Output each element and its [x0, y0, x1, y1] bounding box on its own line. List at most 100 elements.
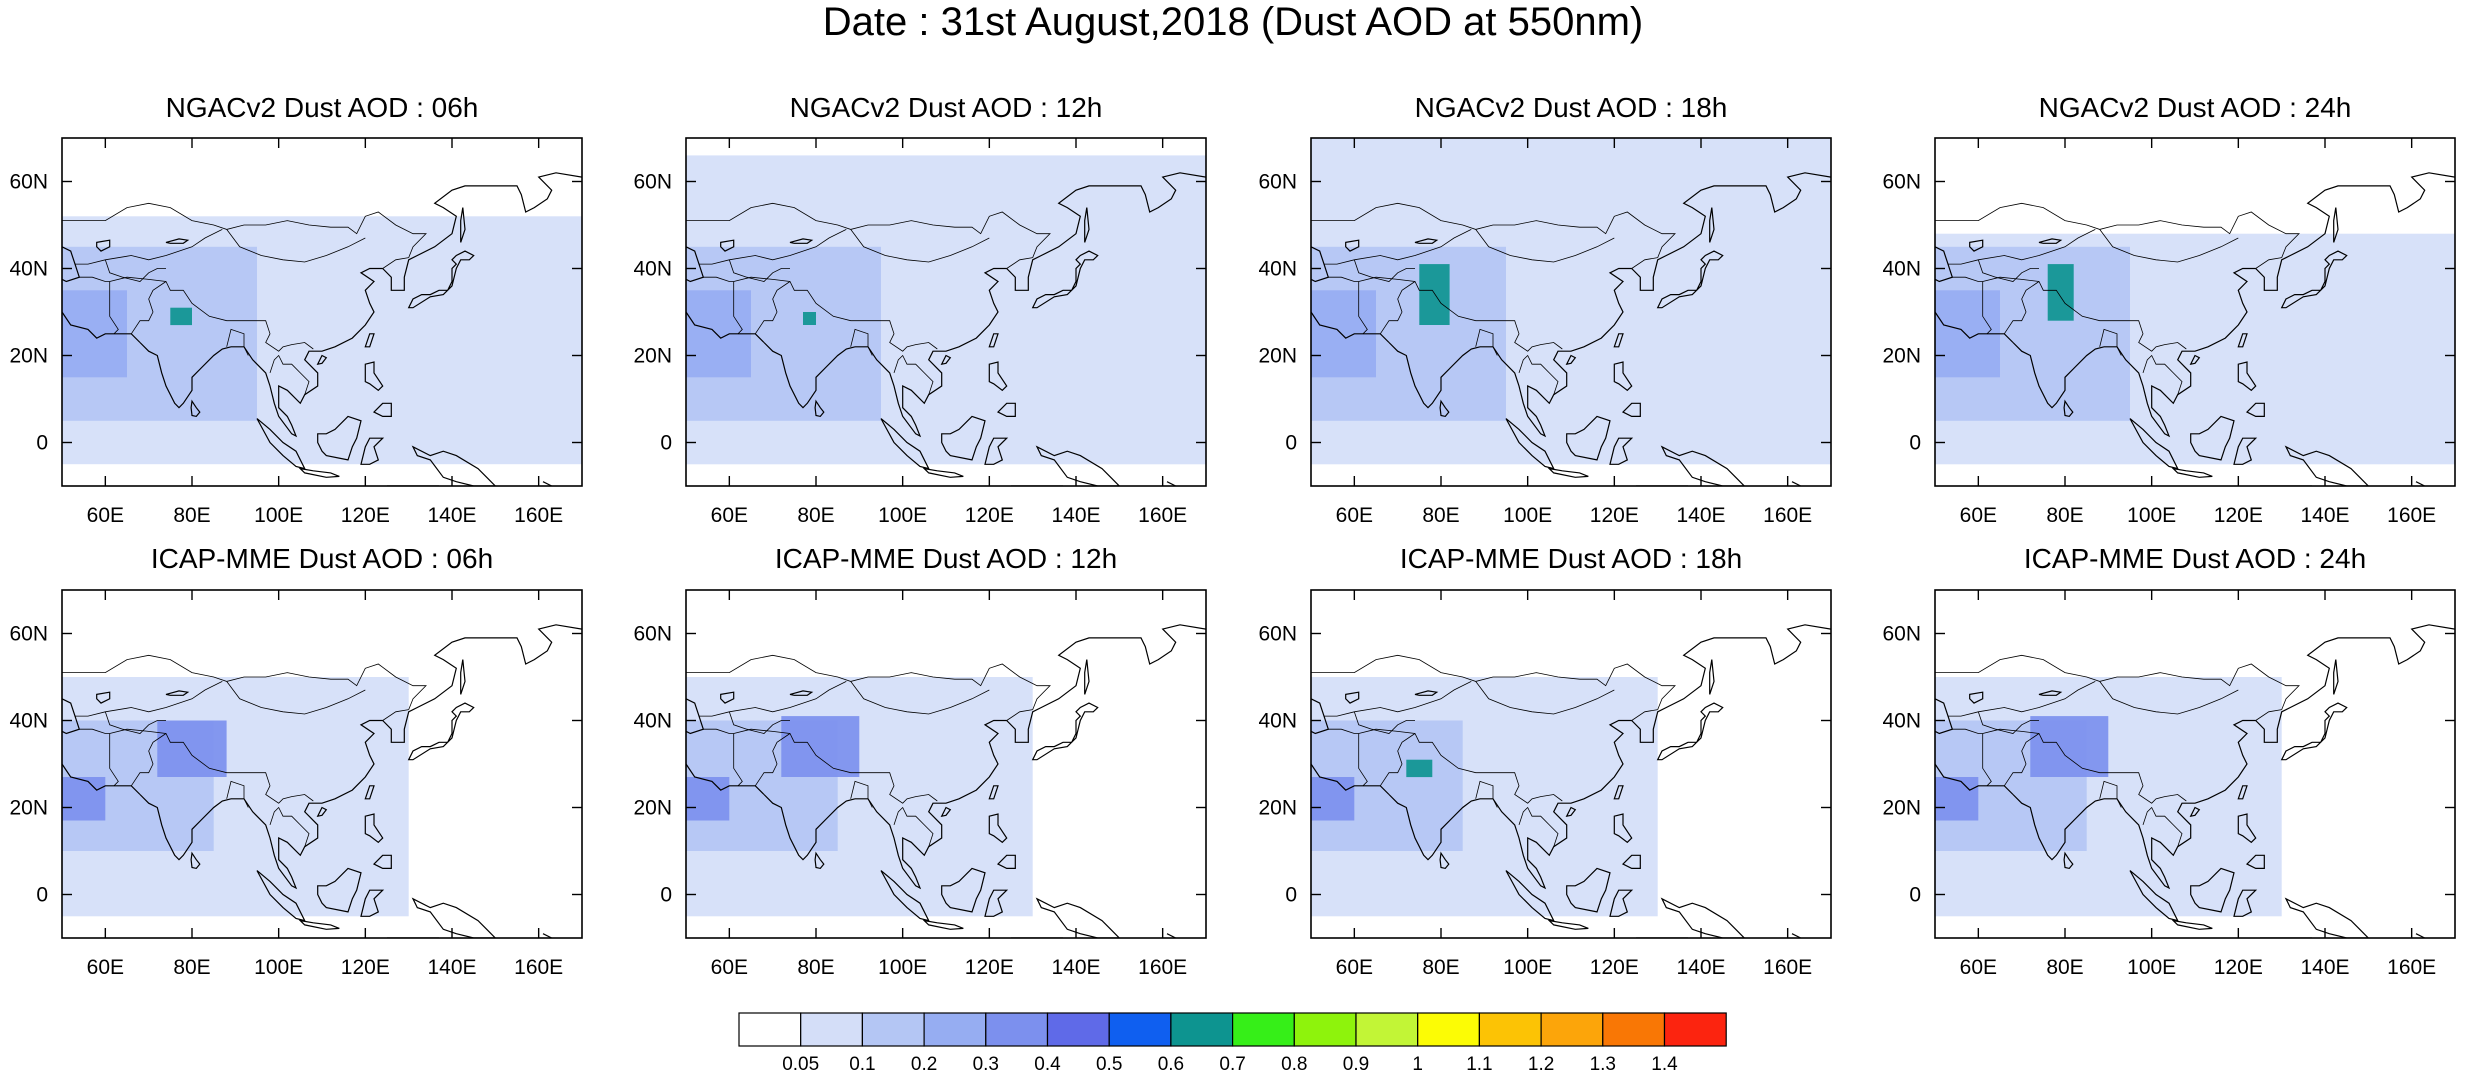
coastline [2233, 437, 2258, 465]
country-border [226, 229, 366, 263]
country-border [109, 728, 314, 804]
aod-region [62, 777, 106, 821]
lat-tick-label: 40N [1882, 710, 1921, 733]
coastline [686, 698, 705, 735]
lat-tick-label: 60N [9, 171, 48, 194]
coastline [984, 889, 1009, 917]
colorbar-swatch [1478, 1012, 1542, 1047]
coastline [1547, 467, 1589, 478]
coastline [411, 445, 497, 486]
country-border [850, 780, 873, 808]
coastline [940, 354, 952, 366]
lat-tick-label: 0 [1285, 884, 1297, 907]
colorbar-swatch [923, 1012, 987, 1047]
lon-tick-label: 60E [1336, 504, 1373, 527]
coastline [364, 361, 384, 392]
lon-tick-label: 120E [2214, 956, 2263, 979]
lon-tick-label: 120E [341, 504, 390, 527]
lon-tick-label: 160E [514, 956, 563, 979]
coastline [1631, 172, 1831, 291]
lon-tick-label: 160E [2387, 956, 2436, 979]
coastline [460, 659, 466, 695]
coastline [1709, 207, 1715, 243]
coastline [2038, 238, 2063, 244]
lat-tick-label: 20N [9, 797, 48, 820]
country-border [104, 259, 166, 282]
coastline [1969, 239, 1984, 252]
country-border [686, 202, 1051, 258]
colorbar-swatch [800, 1012, 863, 1047]
country-border [1358, 281, 1368, 335]
lon-tick-label: 120E [965, 504, 1014, 527]
lat-tick-label: 40N [633, 710, 672, 733]
coastline [789, 238, 814, 244]
coastline [372, 854, 392, 869]
coastline [720, 691, 735, 704]
lat-tick-label: 60N [1258, 171, 1297, 194]
coastline [1935, 763, 2014, 795]
aod-region [1311, 777, 1355, 821]
map-frame [685, 589, 1207, 939]
coastline [2190, 867, 2235, 913]
country-border [1006, 257, 1033, 269]
lon-tick-label: 100E [878, 956, 927, 979]
aod-region [2047, 264, 2074, 321]
coastline [996, 402, 1016, 417]
coastline [2190, 415, 2235, 461]
lon-tick-label: 80E [1422, 956, 1459, 979]
panel-title: ICAP-MME Dust AOD : 24h [2023, 543, 2367, 574]
coastline [1613, 361, 1633, 392]
coastline [1935, 698, 1954, 735]
country-border [1006, 709, 1033, 721]
coastline [1505, 870, 1555, 922]
country-border [1518, 806, 1559, 847]
country-border [754, 281, 791, 335]
colorbar-label: 1.1 [1466, 1054, 1492, 1071]
country-border [1311, 654, 1676, 710]
coastline [1565, 354, 1577, 366]
coastline [1480, 719, 1632, 890]
lon-tick-label: 100E [1503, 956, 1552, 979]
lon-tick-label: 80E [797, 956, 834, 979]
lon-tick-label: 80E [797, 504, 834, 527]
aod-region [1419, 264, 1450, 325]
lon-tick-label: 160E [2387, 504, 2436, 527]
country-border [1982, 281, 1992, 335]
country-border [1324, 229, 1472, 265]
dust-aod-map: 60E 80E 100E 120E 140E 160E 60N 40N 20N 0 [9, 137, 583, 527]
coastline [1311, 698, 1330, 735]
country-border [728, 259, 790, 282]
aod-region [781, 716, 860, 777]
aod-field [62, 172, 582, 486]
coastline [940, 806, 952, 818]
country-border [1358, 728, 1563, 804]
country-border [1977, 711, 2039, 734]
lat-tick-label: 60N [1258, 623, 1297, 646]
lat-tick-label: 20N [9, 345, 48, 368]
coastline [298, 467, 340, 478]
coastline [1566, 867, 1611, 913]
lat-tick-label: 20N [1258, 345, 1297, 368]
coastline [1035, 897, 1121, 938]
coastline [2284, 897, 2370, 938]
coastline [1656, 250, 1724, 309]
coastline [1547, 919, 1589, 930]
lon-tick-label: 100E [254, 504, 303, 527]
lon-tick-label: 160E [1138, 504, 1187, 527]
lon-tick-label: 160E [1763, 956, 1812, 979]
country-border [382, 257, 409, 269]
colorbar-swatch [985, 1012, 1049, 1047]
country-border [109, 733, 119, 787]
lon-tick-label: 60E [1336, 956, 1373, 979]
map-frame [1310, 589, 1832, 939]
coastline [96, 239, 111, 252]
country-border [1982, 276, 2187, 352]
coastline [1480, 267, 1632, 438]
aod-region [157, 720, 227, 777]
coastline [2280, 250, 2348, 309]
lon-tick-label: 140E [2300, 504, 2349, 527]
lon-tick-label: 160E [1138, 956, 1187, 979]
coastline [2129, 418, 2179, 470]
coastline [763, 794, 856, 861]
map-frame [61, 589, 583, 939]
